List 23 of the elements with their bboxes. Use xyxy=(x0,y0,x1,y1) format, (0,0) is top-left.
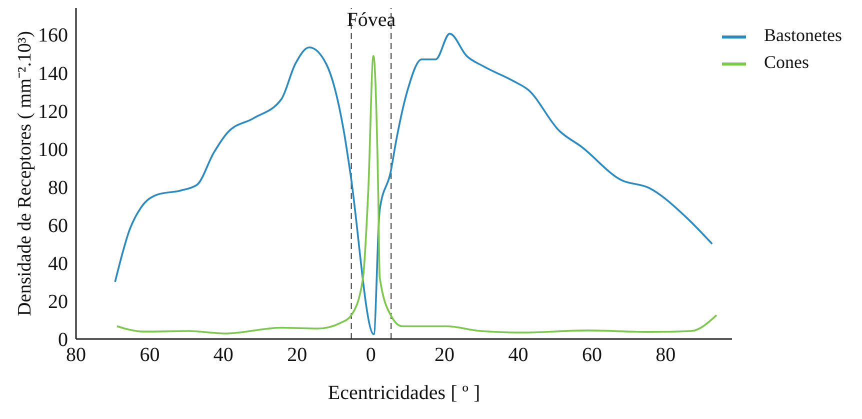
x-tick-label: 40 xyxy=(213,344,234,366)
y-tick-label: 60 xyxy=(48,214,68,237)
x-tick-label: 0 xyxy=(366,344,376,366)
y-tick-label: 100 xyxy=(38,138,68,161)
y-tick-label: 160 xyxy=(38,24,68,47)
annotation: Fóvea xyxy=(346,9,396,32)
x-tick-label: 20 xyxy=(287,344,308,366)
legend-label: Bastonetes xyxy=(764,25,842,45)
x-tick-label: 60 xyxy=(582,344,602,366)
y-tick-label: 40 xyxy=(48,253,68,276)
x-tick-label: 80 xyxy=(66,344,86,366)
y-tick-label: 20 xyxy=(48,291,68,314)
x-axis-title: Ecentricidades [ º ] xyxy=(328,382,480,404)
y-tick-label: 140 xyxy=(38,62,68,85)
y-tick-label: 120 xyxy=(38,100,68,123)
legend-label: Cones xyxy=(764,52,809,72)
y-tick-label: 0 xyxy=(58,329,68,352)
y-axis-title: Densidade de Receptores ( mm⁻².10³) xyxy=(14,31,36,316)
x-tick-label: 40 xyxy=(508,344,528,366)
y-tick-label: 80 xyxy=(48,176,68,199)
x-tick-label: 60 xyxy=(140,344,160,366)
x-tick-label: 20 xyxy=(434,344,455,366)
x-tick-label: 80 xyxy=(656,344,676,366)
